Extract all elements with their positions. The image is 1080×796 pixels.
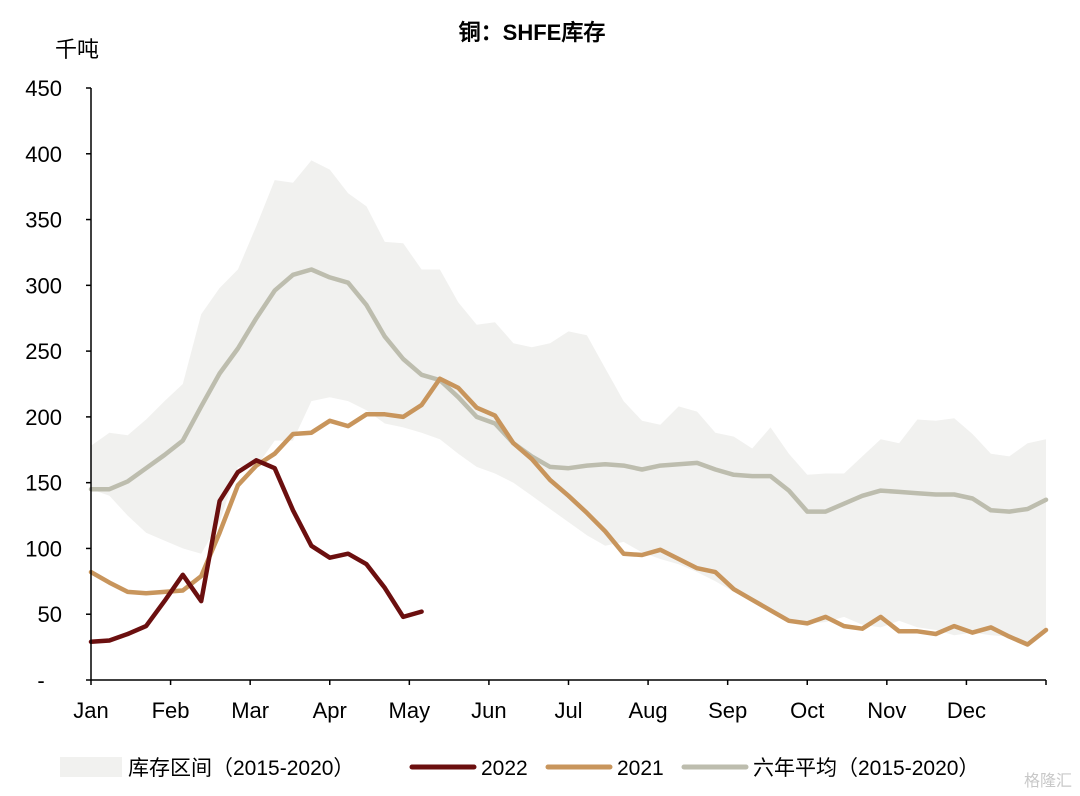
series-line-2 — [88, 267, 1049, 514]
series-line-1 — [88, 376, 1049, 647]
x-tick-label: Jul — [554, 698, 582, 723]
y-ticks: - 50 100 150 200 250 300 350 400 450 — [25, 76, 91, 693]
x-tick-label: Aug — [629, 698, 668, 723]
legend-label-2022: 2022 — [481, 757, 528, 780]
x-tick-label: May — [389, 698, 431, 723]
x-tick-label: Jan — [73, 698, 108, 723]
legend: 库存区间（2015-2020） 2022 2021 六年平均（2015-2020… — [60, 757, 979, 780]
x-tick-label: Sep — [708, 698, 747, 723]
x-ticks: Jan Feb Mar Apr May Jun Jul Aug Sep Oct Nov Dec — [73, 680, 1047, 723]
series-layer — [88, 267, 1049, 647]
plot-area — [88, 160, 1049, 647]
x-tick-label: Dec — [947, 698, 986, 723]
y-tick-label: 300 — [25, 273, 62, 298]
y-tick-label: 50 — [38, 602, 62, 627]
y-tick-label: 400 — [25, 142, 62, 167]
y-axis-unit-label: 千吨 — [55, 37, 99, 62]
x-tick-label: Feb — [152, 698, 190, 723]
y-tick-label: 100 — [25, 536, 62, 561]
range-band — [91, 160, 1046, 644]
y-tick-label: 450 — [25, 76, 62, 101]
legend-swatch-band — [60, 757, 122, 777]
x-tick-label: Oct — [790, 698, 824, 723]
y-tick-label: 200 — [25, 405, 62, 430]
legend-label-average: 六年平均（2015-2020） — [753, 757, 979, 780]
y-tick-label: 150 — [25, 471, 62, 496]
watermark-text: 格隆汇 — [1024, 772, 1072, 790]
series-line-0 — [88, 458, 424, 645]
x-tick-label: Apr — [313, 698, 347, 723]
y-tick-label: 250 — [25, 339, 62, 364]
chart-title: 铜：SHFE库存 — [459, 20, 606, 45]
y-tick-label: 350 — [25, 208, 62, 233]
legend-label-2021: 2021 — [617, 757, 664, 780]
legend-label-band: 库存区间（2015-2020） — [128, 757, 354, 780]
x-tick-label: Nov — [867, 698, 906, 723]
y-tick-label: - — [37, 668, 44, 693]
x-tick-label: Jun — [471, 698, 506, 723]
x-tick-label: Mar — [231, 698, 269, 723]
